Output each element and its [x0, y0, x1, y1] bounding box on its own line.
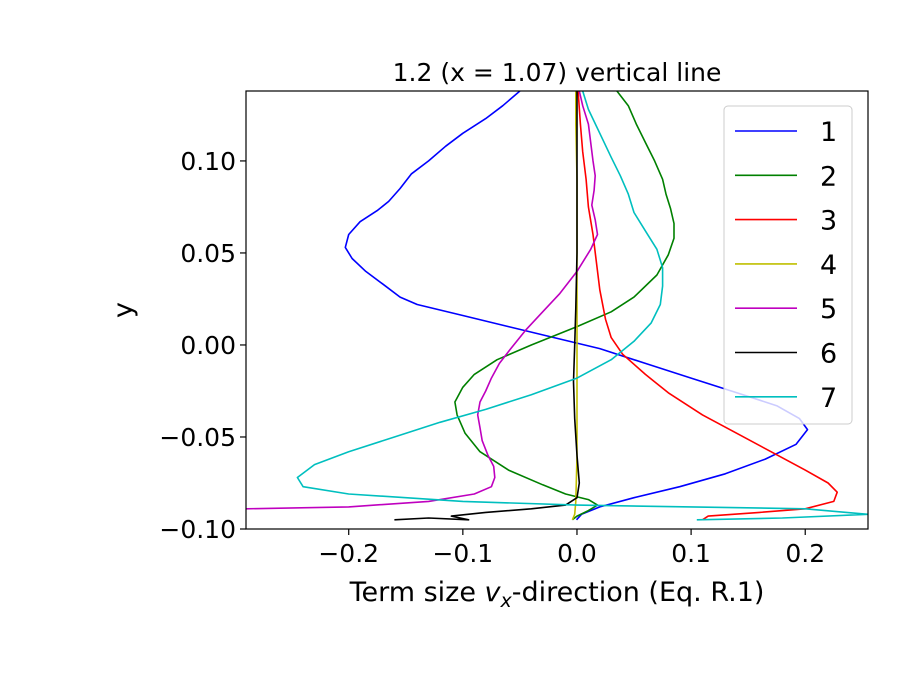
- x-tick-label: −0.2: [318, 539, 379, 568]
- legend-label-5: 5: [820, 294, 837, 325]
- series-line-2: [454, 91, 675, 521]
- y-tick-label: 0.05: [180, 239, 236, 268]
- x-tick-label: −0.1: [432, 539, 493, 568]
- legend-label-6: 6: [820, 339, 837, 370]
- series-line-5: [246, 91, 599, 510]
- series-line-7: [296, 91, 868, 521]
- x-tick-label: 0.2: [785, 539, 825, 568]
- x-axis-label: Term size vx-direction (Eq. R.1): [349, 577, 765, 612]
- y-tick-label: 0.10: [180, 147, 236, 176]
- x-tick-label: 0.0: [557, 539, 597, 568]
- legend: 1 2 3 4 5 6 7: [723, 105, 853, 425]
- x-tick-label: 0.1: [671, 539, 711, 568]
- y-tick-label: −0.05: [159, 423, 236, 452]
- series-group: [246, 91, 868, 521]
- legend-label-4: 4: [820, 250, 837, 281]
- y-axis: −0.10 −0.05 0.00 0.05 0.10: [159, 147, 246, 544]
- series-line-1: [344, 91, 809, 521]
- y-tick-label: 0.00: [180, 331, 236, 360]
- legend-label-2: 2: [820, 161, 837, 192]
- series-line-6: [394, 91, 581, 521]
- plot-frame: [245, 90, 869, 530]
- x-axis: −0.2 −0.1 0.0 0.1 0.2: [318, 529, 825, 568]
- y-tick-label: −0.10: [159, 515, 236, 544]
- legend-label-1: 1: [820, 117, 837, 148]
- y-axis-label: y: [108, 302, 139, 318]
- legend-box: [723, 105, 853, 425]
- legend-label-7: 7: [820, 383, 837, 414]
- chart-title: 1.2 (x = 1.07) vertical line: [393, 58, 722, 87]
- series-line-3: [577, 91, 839, 521]
- legend-label-3: 3: [820, 206, 837, 237]
